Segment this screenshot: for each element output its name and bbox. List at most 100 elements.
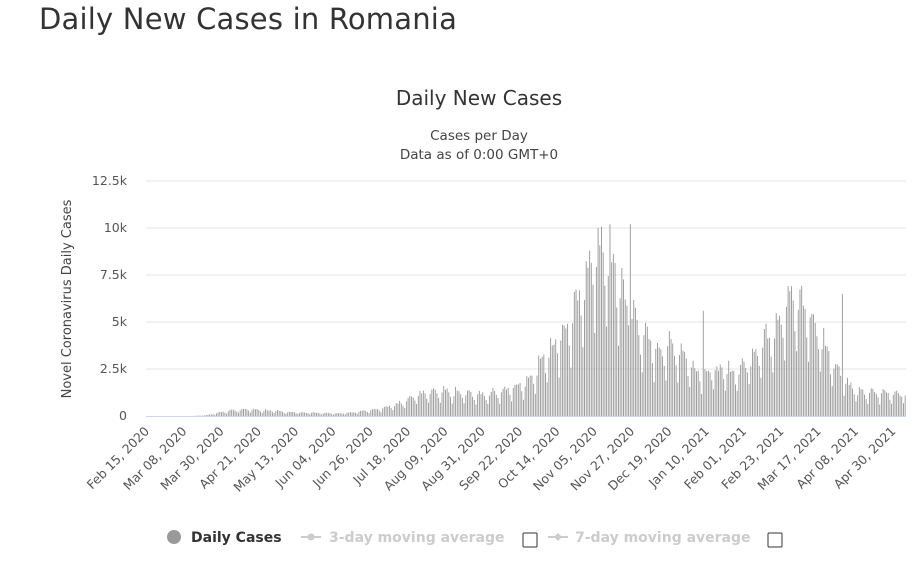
daily-bar[interactable] <box>572 323 574 416</box>
daily-bar[interactable] <box>209 414 211 416</box>
daily-bar[interactable] <box>483 395 485 416</box>
daily-bar[interactable] <box>667 346 669 416</box>
daily-bar[interactable] <box>843 395 845 416</box>
daily-bar[interactable] <box>592 284 594 416</box>
daily-bar[interactable] <box>626 305 628 416</box>
daily-bar[interactable] <box>212 414 214 416</box>
daily-bar[interactable] <box>261 412 263 416</box>
daily-bar[interactable] <box>229 409 231 416</box>
daily-bar[interactable] <box>463 403 465 416</box>
daily-bar[interactable] <box>373 408 375 416</box>
daily-bar[interactable] <box>738 374 740 416</box>
daily-bar[interactable] <box>792 300 794 416</box>
daily-bar[interactable] <box>239 410 241 416</box>
daily-bar[interactable] <box>343 413 345 416</box>
daily-bar[interactable] <box>663 365 665 416</box>
daily-bar[interactable] <box>441 392 443 416</box>
daily-bar[interactable] <box>886 392 887 416</box>
daily-bar[interactable] <box>351 412 353 416</box>
daily-bar[interactable] <box>641 372 643 416</box>
daily-bar[interactable] <box>399 401 401 416</box>
daily-bar[interactable] <box>595 266 597 416</box>
daily-bar[interactable] <box>850 382 852 416</box>
daily-bar[interactable] <box>768 337 770 416</box>
daily-bar[interactable] <box>282 411 284 416</box>
daily-bar[interactable] <box>575 289 577 416</box>
daily-bar[interactable] <box>624 299 626 416</box>
daily-bar[interactable] <box>789 291 791 416</box>
daily-bar[interactable] <box>254 409 256 416</box>
daily-bar[interactable] <box>553 344 555 416</box>
daily-bar[interactable] <box>787 286 789 416</box>
daily-bar[interactable] <box>419 390 421 416</box>
daily-bar[interactable] <box>677 382 679 416</box>
daily-bar[interactable] <box>762 347 764 416</box>
daily-bar[interactable] <box>645 322 647 416</box>
daily-bar[interactable] <box>752 348 753 416</box>
daily-bar[interactable] <box>263 410 265 416</box>
daily-bar[interactable] <box>366 411 368 416</box>
daily-bar[interactable] <box>356 413 358 416</box>
daily-bar[interactable] <box>204 415 205 416</box>
daily-bar[interactable] <box>365 411 367 416</box>
daily-bar[interactable] <box>668 331 670 416</box>
daily-bar[interactable] <box>436 393 438 416</box>
daily-bar[interactable] <box>670 339 672 416</box>
daily-bar[interactable] <box>210 414 212 416</box>
daily-bar[interactable] <box>594 333 596 416</box>
daily-bar[interactable] <box>901 396 903 416</box>
daily-bar[interactable] <box>280 411 282 416</box>
daily-bar[interactable] <box>690 367 692 416</box>
daily-bar[interactable] <box>697 370 699 416</box>
daily-bar[interactable] <box>217 412 219 416</box>
daily-bar[interactable] <box>348 412 350 417</box>
daily-bar[interactable] <box>545 373 546 416</box>
daily-bar[interactable] <box>329 413 331 416</box>
daily-bar[interactable] <box>863 394 865 416</box>
daily-bar[interactable] <box>273 413 275 416</box>
daily-bar[interactable] <box>226 413 228 416</box>
daily-bar[interactable] <box>222 411 224 416</box>
daily-bar[interactable] <box>828 351 830 416</box>
daily-bar[interactable] <box>770 356 772 416</box>
daily-bar[interactable] <box>714 370 716 416</box>
daily-bar[interactable] <box>417 395 419 416</box>
daily-bar[interactable] <box>662 356 664 416</box>
daily-bar[interactable] <box>813 314 815 416</box>
daily-bar[interactable] <box>444 389 446 416</box>
daily-bar[interactable] <box>811 313 813 416</box>
daily-bar[interactable] <box>411 396 412 416</box>
daily-bar[interactable] <box>582 347 584 416</box>
daily-bar[interactable] <box>785 306 787 416</box>
daily-bar[interactable] <box>477 394 479 416</box>
daily-bar[interactable] <box>689 387 691 416</box>
daily-bar[interactable] <box>682 350 684 416</box>
daily-bar[interactable] <box>271 411 273 416</box>
daily-bar[interactable] <box>302 412 304 416</box>
daily-bar[interactable] <box>643 335 645 416</box>
daily-bar[interactable] <box>353 412 355 416</box>
daily-bar[interactable] <box>636 319 638 416</box>
daily-bar[interactable] <box>397 403 399 416</box>
daily-bar[interactable] <box>517 384 519 416</box>
daily-bar[interactable] <box>360 410 362 416</box>
daily-bar[interactable] <box>470 391 472 416</box>
daily-bar[interactable] <box>818 349 820 416</box>
daily-bar[interactable] <box>833 368 835 416</box>
daily-bar[interactable] <box>568 345 570 416</box>
daily-bar[interactable] <box>765 323 767 416</box>
daily-bar[interactable] <box>314 412 316 417</box>
daily-bar[interactable] <box>546 382 548 416</box>
daily-bar[interactable] <box>767 338 769 416</box>
daily-bar[interactable] <box>450 396 451 416</box>
daily-bar[interactable] <box>355 412 356 416</box>
daily-bar[interactable] <box>701 394 703 416</box>
daily-bar[interactable] <box>724 390 726 416</box>
daily-bar[interactable] <box>699 381 701 416</box>
daily-bar[interactable] <box>448 392 450 416</box>
daily-bar[interactable] <box>205 415 207 416</box>
daily-bar[interactable] <box>728 360 730 416</box>
daily-bar[interactable] <box>802 305 804 416</box>
daily-bar[interactable] <box>524 386 526 416</box>
daily-bar[interactable] <box>283 413 285 416</box>
